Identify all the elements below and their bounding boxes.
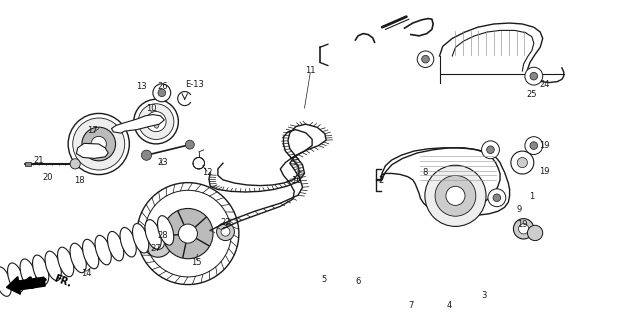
Circle shape	[158, 89, 166, 97]
Circle shape	[425, 165, 486, 227]
Circle shape	[141, 150, 152, 160]
Ellipse shape	[157, 216, 174, 245]
Text: 22: 22	[221, 218, 231, 227]
Text: 12: 12	[202, 168, 212, 177]
Polygon shape	[76, 143, 108, 158]
Ellipse shape	[145, 220, 161, 249]
Text: 19: 19	[540, 167, 550, 176]
Ellipse shape	[45, 251, 61, 281]
Circle shape	[70, 159, 80, 169]
Circle shape	[493, 194, 501, 202]
Text: 15: 15	[191, 258, 201, 267]
Ellipse shape	[70, 243, 86, 273]
Circle shape	[178, 224, 197, 243]
Circle shape	[525, 67, 543, 85]
Text: 14: 14	[81, 269, 91, 278]
Circle shape	[144, 229, 172, 257]
Text: 28: 28	[157, 231, 168, 240]
Text: 1: 1	[529, 192, 534, 201]
Text: 18: 18	[75, 176, 85, 185]
Circle shape	[487, 146, 494, 154]
Text: 27: 27	[150, 244, 161, 252]
Ellipse shape	[20, 259, 36, 288]
Text: 5: 5	[321, 276, 326, 284]
Text: 11: 11	[305, 66, 315, 75]
Circle shape	[147, 235, 157, 245]
Circle shape	[73, 118, 125, 170]
Ellipse shape	[57, 247, 74, 276]
Text: 9: 9	[517, 205, 522, 214]
Circle shape	[82, 127, 115, 161]
Circle shape	[527, 225, 543, 241]
Circle shape	[446, 186, 465, 205]
Text: 24: 24	[540, 80, 550, 89]
Circle shape	[422, 55, 429, 63]
Ellipse shape	[108, 231, 124, 261]
Circle shape	[519, 224, 529, 234]
Text: 17: 17	[87, 126, 97, 135]
Ellipse shape	[0, 267, 11, 296]
Circle shape	[435, 175, 476, 216]
Text: 7: 7	[408, 301, 413, 310]
Text: 21: 21	[33, 156, 43, 164]
Text: 8: 8	[423, 168, 428, 177]
Text: 6: 6	[355, 277, 361, 286]
Circle shape	[511, 151, 534, 174]
Circle shape	[530, 142, 538, 149]
Circle shape	[482, 141, 499, 159]
Circle shape	[152, 237, 164, 250]
Circle shape	[146, 112, 166, 132]
Circle shape	[530, 72, 538, 80]
Ellipse shape	[8, 263, 24, 292]
Circle shape	[153, 84, 171, 102]
Text: FR.: FR.	[52, 273, 73, 289]
Circle shape	[91, 136, 106, 152]
Circle shape	[138, 104, 174, 140]
Ellipse shape	[153, 118, 159, 128]
Text: 23: 23	[157, 158, 168, 167]
Ellipse shape	[32, 255, 49, 284]
Text: 20: 20	[43, 173, 53, 182]
Text: 4: 4	[447, 301, 452, 310]
Text: 10: 10	[146, 104, 156, 113]
Ellipse shape	[95, 236, 111, 265]
Ellipse shape	[83, 239, 99, 269]
Text: 2: 2	[378, 176, 383, 185]
Circle shape	[488, 189, 506, 207]
Circle shape	[513, 219, 534, 239]
Circle shape	[417, 51, 434, 68]
Polygon shape	[111, 115, 164, 133]
Text: 26: 26	[157, 82, 168, 91]
Polygon shape	[25, 162, 31, 166]
Text: 25: 25	[527, 90, 537, 99]
Text: 13: 13	[136, 82, 147, 91]
Text: 19: 19	[517, 220, 527, 228]
Ellipse shape	[120, 228, 136, 257]
FancyArrow shape	[6, 276, 45, 294]
Circle shape	[517, 157, 527, 168]
Text: 16: 16	[291, 176, 301, 185]
Circle shape	[221, 227, 230, 236]
Text: E-13: E-13	[185, 80, 204, 89]
Circle shape	[185, 140, 194, 149]
Ellipse shape	[132, 224, 149, 253]
Circle shape	[217, 223, 234, 241]
Text: 3: 3	[482, 292, 487, 300]
Text: 19: 19	[540, 141, 550, 150]
Circle shape	[163, 208, 213, 259]
Circle shape	[525, 137, 543, 155]
